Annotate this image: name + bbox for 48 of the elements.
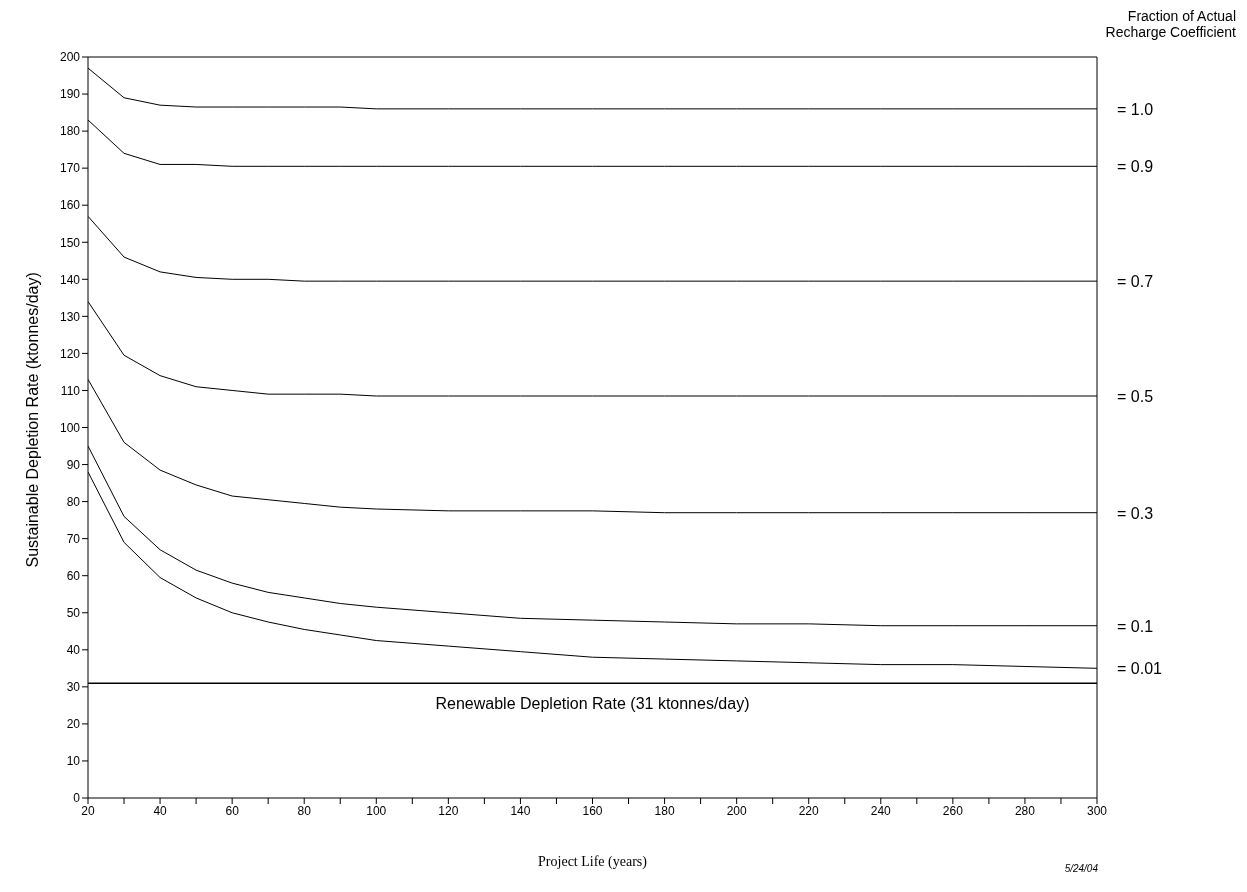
x-tick-label: 240	[870, 803, 892, 818]
x-tick-label: 140	[510, 803, 531, 818]
y-tick-label: 40	[66, 643, 81, 658]
y-tick-label: 80	[66, 494, 81, 509]
x-tick-label: 60	[225, 803, 240, 818]
series-label: = 0.5	[1117, 388, 1154, 406]
series-label: = 0.7	[1117, 273, 1154, 291]
y-tick-label: 10	[66, 754, 81, 769]
legend-title: Fraction of Actual Recharge Coefficient	[1104, 8, 1236, 40]
y-tick-label: 120	[59, 346, 81, 361]
x-tick-label: 80	[297, 803, 312, 818]
y-tick-label: 30	[66, 680, 81, 695]
x-tick-label: 200	[726, 803, 747, 818]
y-tick-label: 140	[59, 272, 81, 287]
series-label: = 1.0	[1117, 100, 1154, 118]
series-label: = 0.9	[1117, 158, 1154, 176]
series-label: = 0.3	[1117, 504, 1154, 522]
x-tick-label: 260	[942, 803, 964, 818]
ref-line-label: Renewable Depletion Rate (31 ktonnes/day)	[435, 695, 750, 713]
x-tick-label: 220	[798, 803, 820, 818]
x-tick-label: 160	[582, 803, 603, 818]
y-tick-label: 180	[59, 124, 81, 139]
y-tick-label: 60	[66, 568, 81, 583]
text: 5/24/04	[1064, 863, 1098, 874]
y-axis-title: Sustainable Depletion Rate (ktonnes/day)	[23, 272, 41, 568]
x-axis-title: Project Life (years)	[538, 854, 648, 870]
x-tick-label: 180	[654, 803, 675, 818]
y-tick-label: 200	[59, 50, 81, 65]
y-tick-label: 160	[59, 198, 81, 213]
y-tick-label: 20	[66, 717, 81, 732]
x-tick-label: 280	[1014, 803, 1036, 818]
y-tick-label: 150	[59, 235, 81, 250]
y-tick-label: 130	[59, 309, 81, 324]
y-tick-label: 70	[66, 531, 81, 546]
y-tick-label: 90	[66, 457, 81, 472]
y-tick-label: 110	[60, 383, 81, 398]
x-tick-label: 100	[366, 803, 387, 818]
x-tick-label: 40	[153, 803, 168, 818]
y-tick-label: 170	[59, 161, 81, 176]
series-label: = 0.1	[1117, 617, 1154, 635]
x-tick-label: 300	[1086, 803, 1108, 818]
x-tick-label: 20	[81, 803, 95, 818]
x-tick-label: 120	[438, 803, 459, 818]
y-tick-label: 190	[59, 87, 81, 102]
y-tick-label: 100	[59, 420, 81, 435]
series-label: = 0.01	[1117, 660, 1163, 678]
y-tick-label: 50	[66, 606, 81, 621]
y-tick-label: 0	[73, 791, 81, 806]
